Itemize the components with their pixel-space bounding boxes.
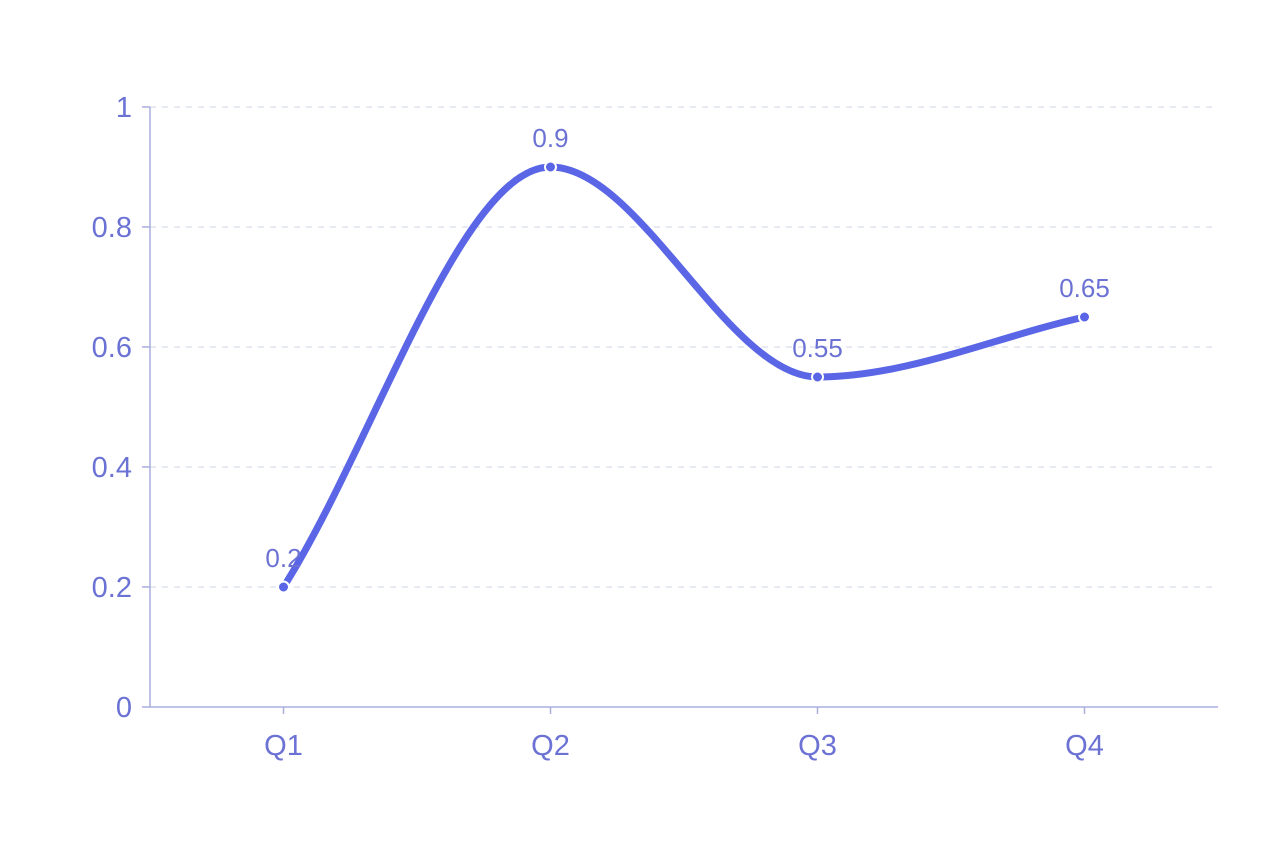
data-label: 0.55 (792, 333, 843, 363)
y-axis-ticks: 0 0.2 0.4 0.6 0.8 1 (92, 92, 150, 724)
y-tick-label: 0.8 (92, 212, 132, 244)
x-tick-label: Q1 (264, 730, 303, 762)
y-tick-label: 1 (116, 92, 132, 124)
x-axis-ticks: Q1 Q2 Q3 Q4 (264, 707, 1104, 762)
y-tick-label: 0 (116, 692, 132, 724)
data-labels: 0.2 0.9 0.55 0.65 (265, 123, 1109, 573)
data-label: 0.65 (1059, 273, 1110, 303)
data-point (1078, 310, 1091, 324)
y-tick-label: 0.4 (92, 452, 132, 484)
series-line (280, 163, 1088, 591)
data-label: 0.9 (532, 123, 568, 153)
x-tick-label: Q4 (1065, 730, 1104, 762)
y-tick-label: 0.6 (92, 332, 132, 364)
x-tick-label: Q3 (798, 730, 837, 762)
y-tick-label: 0.2 (92, 572, 132, 604)
data-point (277, 580, 290, 594)
data-points (277, 160, 1091, 594)
data-point (811, 370, 824, 384)
data-label: 0.2 (265, 543, 301, 573)
data-point (544, 160, 557, 174)
gridlines (150, 106, 1218, 588)
x-tick-label: Q2 (531, 730, 570, 762)
